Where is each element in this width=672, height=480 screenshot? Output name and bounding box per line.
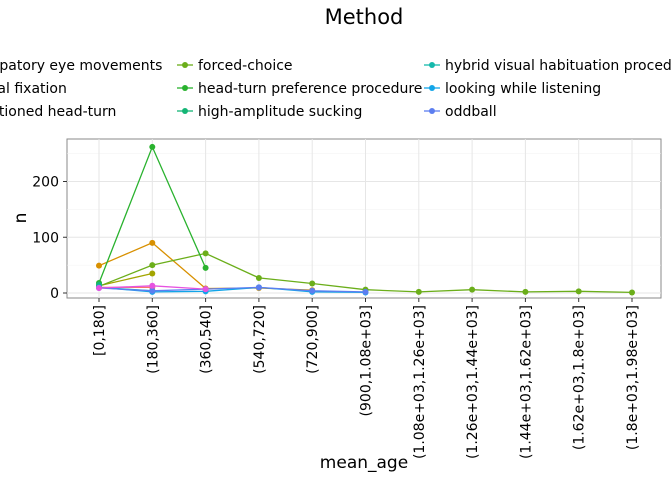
legend-label: conditioned head-turn: [0, 104, 116, 120]
data-point: [149, 270, 156, 277]
legend-key-point: [182, 62, 188, 68]
data-point: [362, 288, 369, 295]
data-point: [202, 250, 209, 257]
data-point: [629, 289, 635, 296]
series-line: [98, 286, 366, 294]
data-point: [309, 287, 316, 294]
data-point: [202, 264, 209, 271]
legend-key-point: [429, 108, 435, 114]
data-point: [575, 288, 582, 295]
legend-title: Method: [325, 5, 404, 29]
data-point: [149, 287, 156, 294]
y-axis-title: n: [11, 213, 31, 224]
series-line: [98, 272, 153, 287]
x-tick-label: (540,720]: [252, 305, 268, 374]
legend-key-point: [182, 85, 188, 91]
data-point: [96, 284, 102, 291]
legend-label: central fixation: [0, 81, 67, 97]
legend-key-point: [429, 85, 435, 91]
legend-label: high-amplitude sucking: [198, 104, 362, 120]
x-tick-label: (1.08e+03,1.26e+03]: [412, 305, 428, 459]
data-point: [309, 280, 316, 287]
legend-label: forced-choice: [198, 58, 293, 74]
legend-item: high-amplitude sucking: [177, 104, 362, 120]
legend-label: head-turn preference procedure: [198, 81, 422, 97]
legend-key-point: [182, 108, 188, 114]
legend-label: looking while listening: [445, 81, 601, 97]
plot-panel: [66, 138, 662, 299]
data-point: [149, 262, 156, 269]
data-point: [202, 286, 209, 293]
series-group: [96, 282, 209, 293]
y-tick-label: 200: [32, 175, 59, 191]
legend-item: anticipatory eye movements: [0, 58, 162, 74]
data-point: [469, 286, 476, 293]
x-axis: [0,180] (180,360] (360,540] (540,720] (720,9…: [92, 298, 641, 459]
legend-item: conditioned head-turn: [0, 104, 116, 120]
legend-item: central fixation: [0, 81, 67, 97]
y-tick-label: 100: [32, 230, 59, 246]
legend-item: hybrid visual habituation procedure: [424, 58, 672, 74]
y-tick-label: 0: [50, 286, 59, 302]
legend-item: looking while listening: [424, 81, 601, 97]
x-tick-label: [0,180]: [92, 305, 108, 356]
legend-label: oddball: [445, 104, 497, 120]
x-tick-label: (1.62e+03,1.8e+03]: [572, 305, 588, 450]
x-tick-label: (720,900]: [305, 305, 321, 374]
x-tick-label: (900,1.08e+03]: [359, 305, 375, 416]
series-group: [96, 143, 209, 286]
legend-label: hybrid visual habituation procedure: [445, 58, 672, 74]
x-tick-label: (1.26e+03,1.44e+03]: [465, 305, 481, 459]
legend-item: forced-choice: [177, 58, 293, 74]
legend-item: head-turn preference procedure: [177, 81, 422, 97]
x-axis-title: mean_age: [320, 453, 408, 473]
data-point: [522, 288, 529, 295]
data-point: [255, 274, 262, 281]
x-tick-label: (1.8e+03,1.98e+03]: [625, 305, 641, 450]
legend-label: anticipatory eye movements: [0, 58, 162, 74]
legend-item: oddball: [424, 104, 497, 120]
y-axis: 0 100 200: [32, 175, 67, 302]
x-tick-label: (1.44e+03,1.62e+03]: [518, 305, 534, 459]
x-tick-label: (360,540]: [199, 305, 215, 374]
series-layer: [96, 143, 635, 296]
data-point: [415, 288, 422, 295]
series-line: [98, 286, 366, 293]
data-point: [149, 239, 156, 246]
legend: anticipatory eye movements central fixati…: [0, 58, 672, 120]
data-point: [255, 284, 262, 291]
x-tick-label: (180,360]: [145, 305, 161, 374]
data-point: [96, 262, 102, 269]
data-point: [149, 282, 156, 289]
data-point: [149, 143, 156, 150]
legend-key-point: [429, 62, 435, 68]
